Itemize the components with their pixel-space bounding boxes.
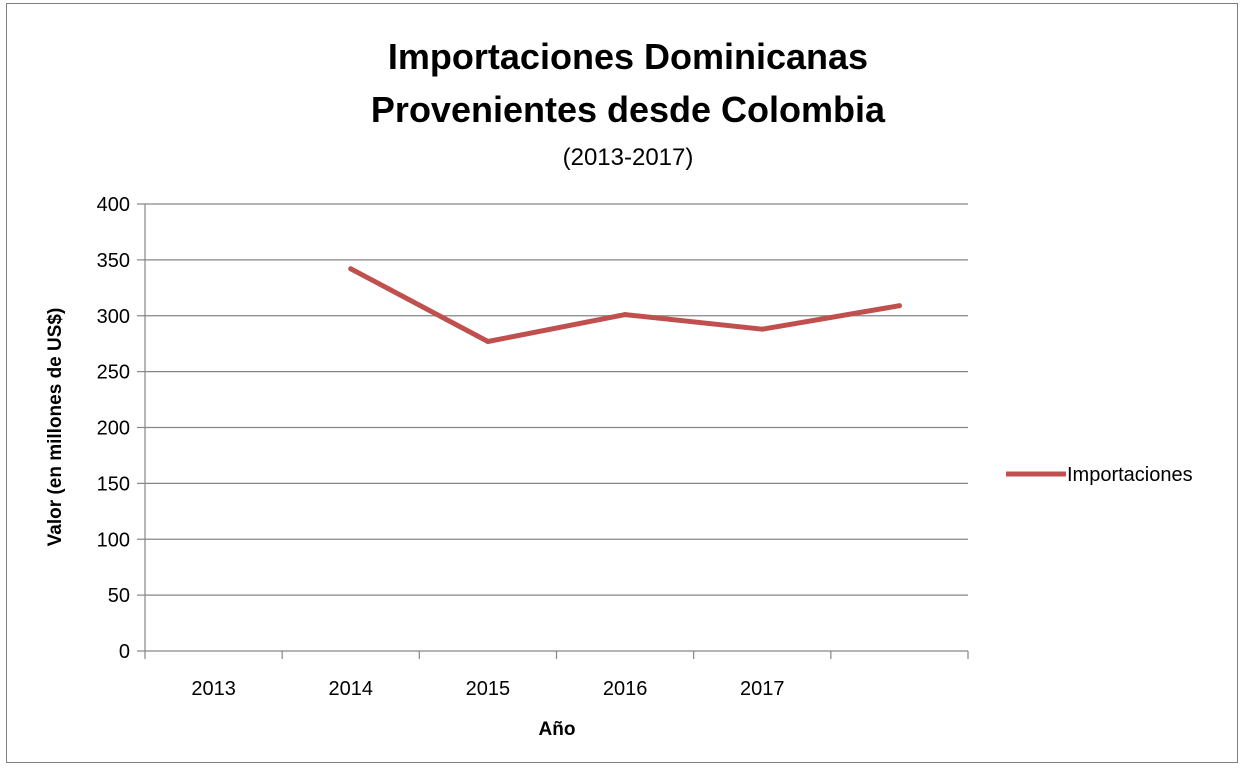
y-axis-ticks: 0 50 100 150 200 250 300 350 400 [97, 194, 145, 663]
x-axis-title: Año [539, 719, 576, 740]
legend-label-importaciones: Importaciones [1067, 464, 1193, 486]
legend[interactable]: Importaciones [1006, 464, 1193, 486]
data-point [348, 266, 354, 272]
y-tick-label: 400 [97, 194, 130, 216]
data-point [622, 312, 628, 318]
y-tick-label: 150 [97, 473, 130, 495]
chart-frame [6, 3, 1238, 763]
y-tick-label: 250 [97, 362, 130, 384]
y-tick-label: 0 [119, 641, 130, 663]
series-line-importaciones [348, 266, 902, 344]
x-tick-label-2013: 2013 [191, 678, 236, 700]
data-point [896, 303, 902, 309]
x-tick-label-2014: 2014 [329, 678, 374, 700]
y-tick-label: 50 [108, 585, 130, 607]
gridlines [145, 203, 968, 596]
y-tick-label: 300 [97, 306, 130, 328]
series-group [348, 266, 902, 344]
chart-title: Importaciones Dominicanas Provenientes d… [371, 36, 886, 130]
y-tick-label: 100 [97, 529, 130, 551]
data-point [759, 326, 765, 332]
x-tick-label-2016: 2016 [603, 678, 648, 700]
y-axis-title: Valor (en millones de US$) [45, 308, 66, 547]
x-axis-ticks: 2013 2014 2015 2016 2017 [144, 651, 969, 700]
data-point [485, 338, 491, 344]
chart-title-line-2: Provenientes desde Colombia [371, 89, 886, 130]
chart-subtitle: (2013-2017) [563, 144, 694, 171]
chart-title-line-1: Importaciones Dominicanas [388, 36, 868, 77]
x-tick-label-2017: 2017 [740, 678, 785, 700]
x-tick-label-2015: 2015 [466, 678, 511, 700]
y-tick-label: 350 [97, 250, 130, 272]
y-tick-label: 200 [97, 418, 130, 440]
